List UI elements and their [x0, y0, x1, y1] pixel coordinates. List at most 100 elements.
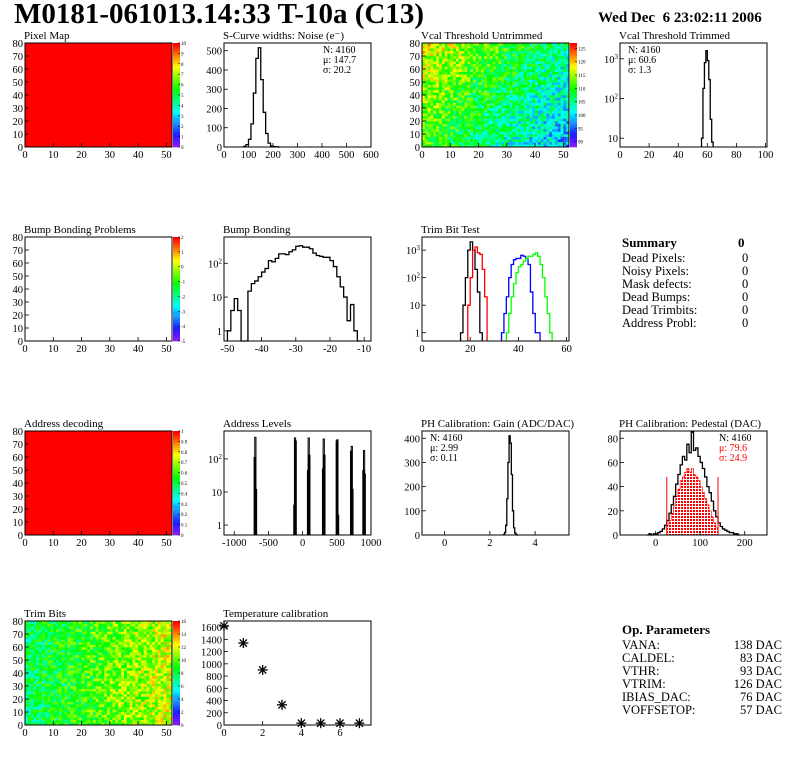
y-tick-label: 50: [13, 656, 24, 667]
heatmap-cell: [121, 654, 125, 658]
op-parameter-label: VANA:: [622, 638, 660, 652]
heatmap-cell: [441, 50, 445, 54]
heatmap-cell: [535, 50, 539, 54]
heatmap-cell: [495, 92, 499, 96]
color-bar-step: [173, 623, 180, 626]
x-tick-label: 10: [48, 538, 59, 549]
heatmap-cell: [563, 102, 567, 106]
heatmap-cell: [157, 623, 161, 627]
heatmap-cell: [163, 691, 167, 695]
heatmap-cell: [433, 92, 437, 96]
heatmap-cell: [157, 660, 161, 663]
heatmap-cell: [135, 701, 139, 705]
heatmap-cell: [557, 126, 561, 130]
color-bar-step: [173, 264, 180, 267]
heatmap-cell: [132, 675, 136, 679]
heatmap-cell: [25, 693, 29, 697]
heatmap-cell: [155, 636, 159, 640]
heatmap-cell: [44, 696, 48, 700]
heatmap-cell: [461, 95, 465, 98]
heatmap-cell: [90, 686, 94, 689]
heatmap-cell: [132, 623, 136, 627]
stats-box-line: μ: 147.7: [323, 55, 356, 66]
heatmap-cell: [169, 652, 173, 656]
heatmap-cell: [430, 84, 434, 88]
heatmap-cell: [552, 126, 556, 130]
heatmap-cell: [75, 665, 80, 669]
heatmap-cell: [554, 87, 558, 91]
heatmap-cell: [506, 48, 510, 52]
heatmap-cell: [441, 97, 445, 101]
plot-frame: [223, 236, 372, 342]
heatmap-cell: [118, 657, 122, 661]
heatmap-cell: [73, 693, 77, 697]
heatmap-cell: [166, 704, 170, 708]
heatmap-cell: [67, 621, 71, 624]
heatmap-cell: [25, 691, 29, 695]
heatmap-cell: [121, 675, 125, 679]
y-tick-label: 30: [13, 104, 24, 115]
heatmap-cell: [84, 696, 88, 700]
heatmap-cell: [160, 722, 164, 726]
heatmap-cell: [563, 121, 567, 124]
heatmap-cell: [518, 110, 522, 114]
heatmap-cell: [523, 69, 527, 72]
heatmap-cell: [515, 45, 519, 49]
color-bar-step: [173, 237, 180, 240]
heatmap-cell: [121, 634, 125, 637]
heatmap-cell: [30, 719, 34, 723]
heatmap-cell: [146, 665, 150, 669]
color-bar-step: [173, 336, 180, 340]
heatmap-cell: [560, 144, 564, 148]
heatmap-cell: [106, 626, 111, 630]
y-tick-label: 103: [604, 53, 619, 66]
heatmap-cell: [560, 82, 564, 85]
heatmap-cell: [518, 108, 522, 111]
heatmap-cell: [140, 712, 145, 715]
heatmap-cell: [101, 688, 105, 692]
heatmap-cell: [146, 626, 150, 630]
heatmap-cell: [95, 706, 99, 710]
heatmap-cell: [498, 126, 502, 130]
heatmap-cell: [532, 87, 536, 91]
color-bar-step: [173, 291, 180, 294]
heatmap-cell: [25, 652, 29, 656]
heatmap-cell: [492, 74, 496, 78]
heatmap-cell: [546, 87, 550, 91]
heatmap-cell: [472, 45, 477, 49]
heatmap-cell: [121, 680, 125, 684]
color-bar-step: [173, 299, 180, 302]
asterisk-stroke: [355, 719, 364, 728]
heatmap-cell: [61, 647, 65, 650]
heatmap-cell: [92, 634, 96, 637]
heatmap-cell: [115, 688, 119, 692]
heatmap-cell: [98, 712, 102, 715]
heatmap-cell: [464, 131, 468, 135]
heatmap-cell: [523, 113, 527, 117]
heatmap-cell: [430, 79, 434, 83]
heatmap-cell: [67, 683, 71, 687]
heatmap-cell: [436, 121, 440, 124]
heatmap-cell: [509, 97, 513, 101]
heatmap-cell: [169, 631, 173, 635]
plot-frame: [223, 430, 372, 536]
heatmap-cell: [506, 63, 510, 67]
heatmap-cell: [506, 79, 510, 83]
heatmap-cell: [132, 673, 136, 676]
heatmap-cell: [152, 691, 156, 695]
heatmap-cell: [484, 102, 488, 106]
heatmap-cell: [441, 123, 445, 127]
heatmap-cell: [87, 639, 91, 643]
heatmap-cell: [520, 100, 525, 104]
heatmap-cell: [467, 43, 471, 46]
heatmap-cell: [104, 673, 108, 676]
color-bar-step: [570, 103, 577, 106]
heatmap-cell: [523, 74, 527, 78]
heatmap-cell: [557, 71, 561, 75]
heatmap-cell: [98, 665, 102, 669]
heatmap-cell: [444, 113, 448, 117]
x-tick-label: 50: [161, 728, 172, 739]
heatmap-cell: [53, 639, 57, 643]
heatmap-cell: [78, 691, 82, 695]
heatmap-cell: [163, 628, 167, 632]
